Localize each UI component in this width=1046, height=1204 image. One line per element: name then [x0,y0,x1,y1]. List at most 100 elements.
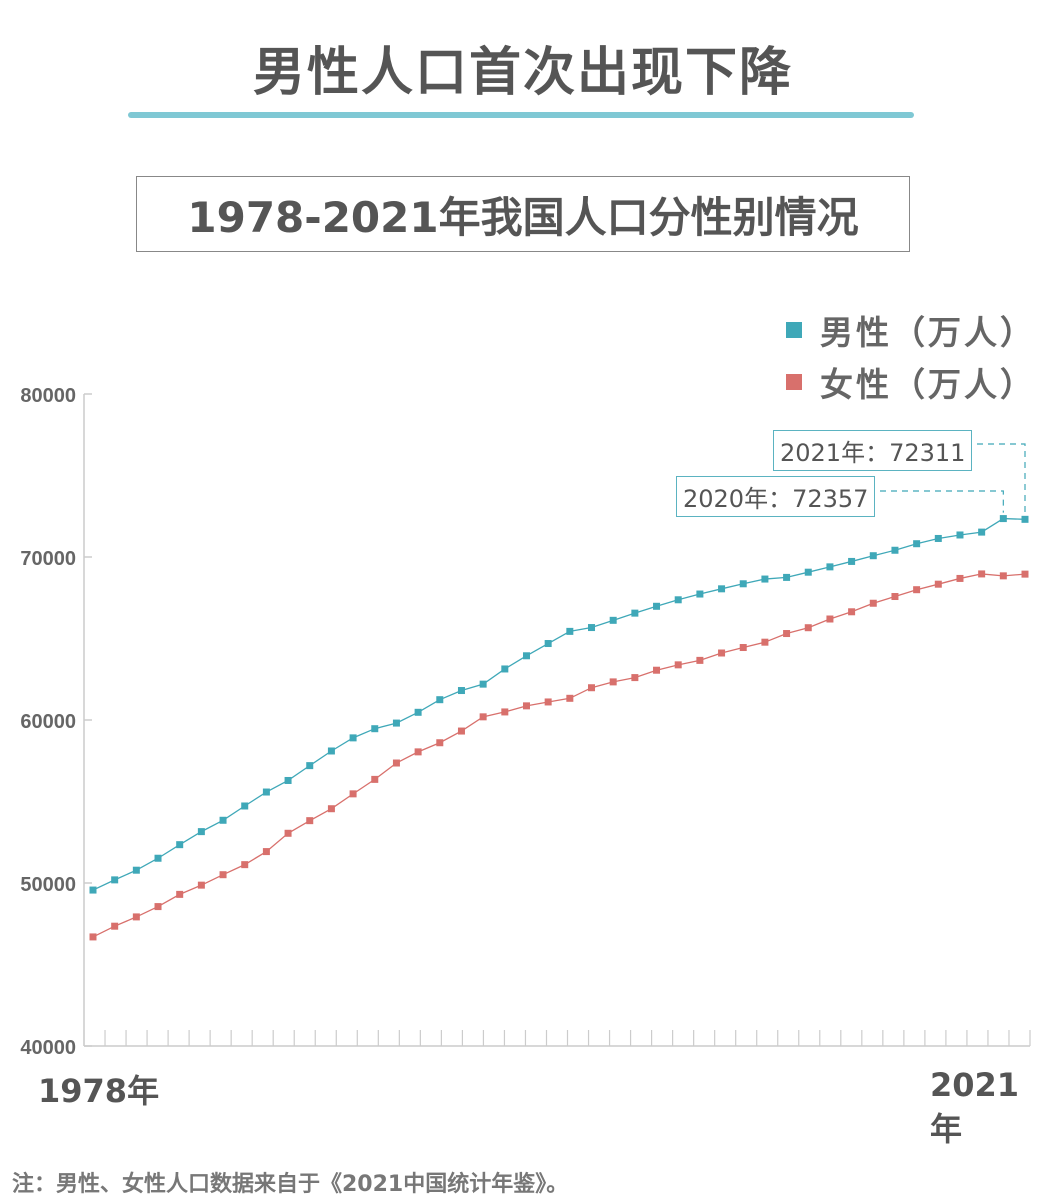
data-point-male [544,640,552,648]
data-point-male [999,515,1007,523]
leader-2021 [977,443,1026,514]
data-point-male [501,665,509,673]
data-point-female [176,890,184,898]
series-line-female [92,573,1026,938]
data-point-male [1021,515,1029,523]
legend-swatch-female [786,374,802,390]
legend-label-male: 男性（万人） [820,313,1036,352]
data-point-female [956,574,964,582]
data-point-female [241,861,249,869]
data-point-male [783,573,791,581]
callout-leaders [880,443,1026,514]
data-point-female [154,903,162,911]
series-line-male [92,517,1026,891]
data-point-male [869,552,877,560]
data-point-female [848,608,856,616]
data-point-male [111,876,119,884]
data-point-male [349,734,357,742]
data-point-female [891,593,899,601]
data-point-male [978,528,986,536]
data-point-female [284,829,292,837]
data-point-female [306,817,314,825]
data-point-male [414,708,422,716]
data-point-male [89,886,97,894]
data-point-male [132,866,140,874]
data-point-male [154,854,162,862]
footnote: 注：男性、女性人口数据来自于《2021中国统计年鉴》。 [12,1172,569,1197]
legend-item-female: 女性（万人） [786,356,1036,408]
legend: 男性（万人） 女性（万人） [786,304,1036,408]
data-point-female [783,630,791,638]
data-point-female [414,748,422,756]
y-tick-label: 40000 [20,1037,76,1059]
data-point-female [978,570,986,578]
data-point-female [349,790,357,798]
data-point-male [956,531,964,539]
legend-item-male: 男性（万人） [786,304,1036,356]
data-point-male [327,747,335,755]
data-point-female [197,881,205,889]
x-start-label: 1978年 [38,1072,160,1110]
data-point-male [241,802,249,810]
data-point-female [111,922,119,930]
headline: 男性人口首次出现下降 [252,43,793,103]
chart-title: 1978-2021年我国人口分性别情况 [136,176,910,252]
data-point-female [609,678,617,686]
data-point-female [934,580,942,588]
data-point-male [739,580,747,588]
data-point-male [826,563,834,571]
data-point-female [696,656,704,664]
legend-swatch-male [786,322,802,338]
x-end-label: 2021年 [930,1066,1020,1148]
data-point-male [284,776,292,784]
data-point-female [479,713,487,721]
callout-2020: 2020年：72357 [676,476,876,517]
data-point-female [1021,570,1029,578]
data-point-male [653,602,661,610]
y-tick-label: 50000 [20,874,76,896]
data-point-female [913,586,921,594]
data-point-male [674,596,682,604]
data-point-male [913,540,921,548]
data-point-female [544,698,552,706]
data-point-female [501,708,509,716]
data-point-female [653,666,661,674]
data-point-male [848,557,856,565]
headline-underline [128,112,914,118]
data-point-female [436,739,444,747]
data-point-female [89,933,97,941]
leader-2020 [880,490,1004,513]
data-point-male [479,680,487,688]
data-point-male [566,627,574,635]
y-tick-labels: 80000 70000 60000 50000 40000 [20,385,76,1059]
chart-title-text: 1978-2021年我国人口分性别情况 [187,192,859,242]
data-point-female [327,805,335,813]
chart-axes [83,393,1031,1047]
data-point-female [631,674,639,682]
data-point-male [609,616,617,624]
data-point-male [588,624,596,632]
data-point-male [262,788,270,796]
data-point-female [132,913,140,921]
data-point-female [739,644,747,652]
data-point-female [826,615,834,623]
data-point-male [522,652,530,660]
data-point-male [436,696,444,704]
y-tick-label: 70000 [20,548,76,570]
data-point-male [804,568,812,576]
data-point-male [718,585,726,593]
y-tick-label: 80000 [20,385,76,407]
data-point-male [371,725,379,733]
data-point-female [999,572,1007,580]
data-point-female [588,684,596,692]
legend-label-female: 女性（万人） [820,365,1036,404]
data-point-female [262,848,270,856]
y-tick-label: 60000 [20,711,76,733]
data-point-female [219,871,227,879]
data-point-female [718,649,726,657]
data-point-male [761,575,769,583]
data-point-male [457,687,465,695]
data-point-female [674,661,682,669]
data-point-female [804,624,812,632]
